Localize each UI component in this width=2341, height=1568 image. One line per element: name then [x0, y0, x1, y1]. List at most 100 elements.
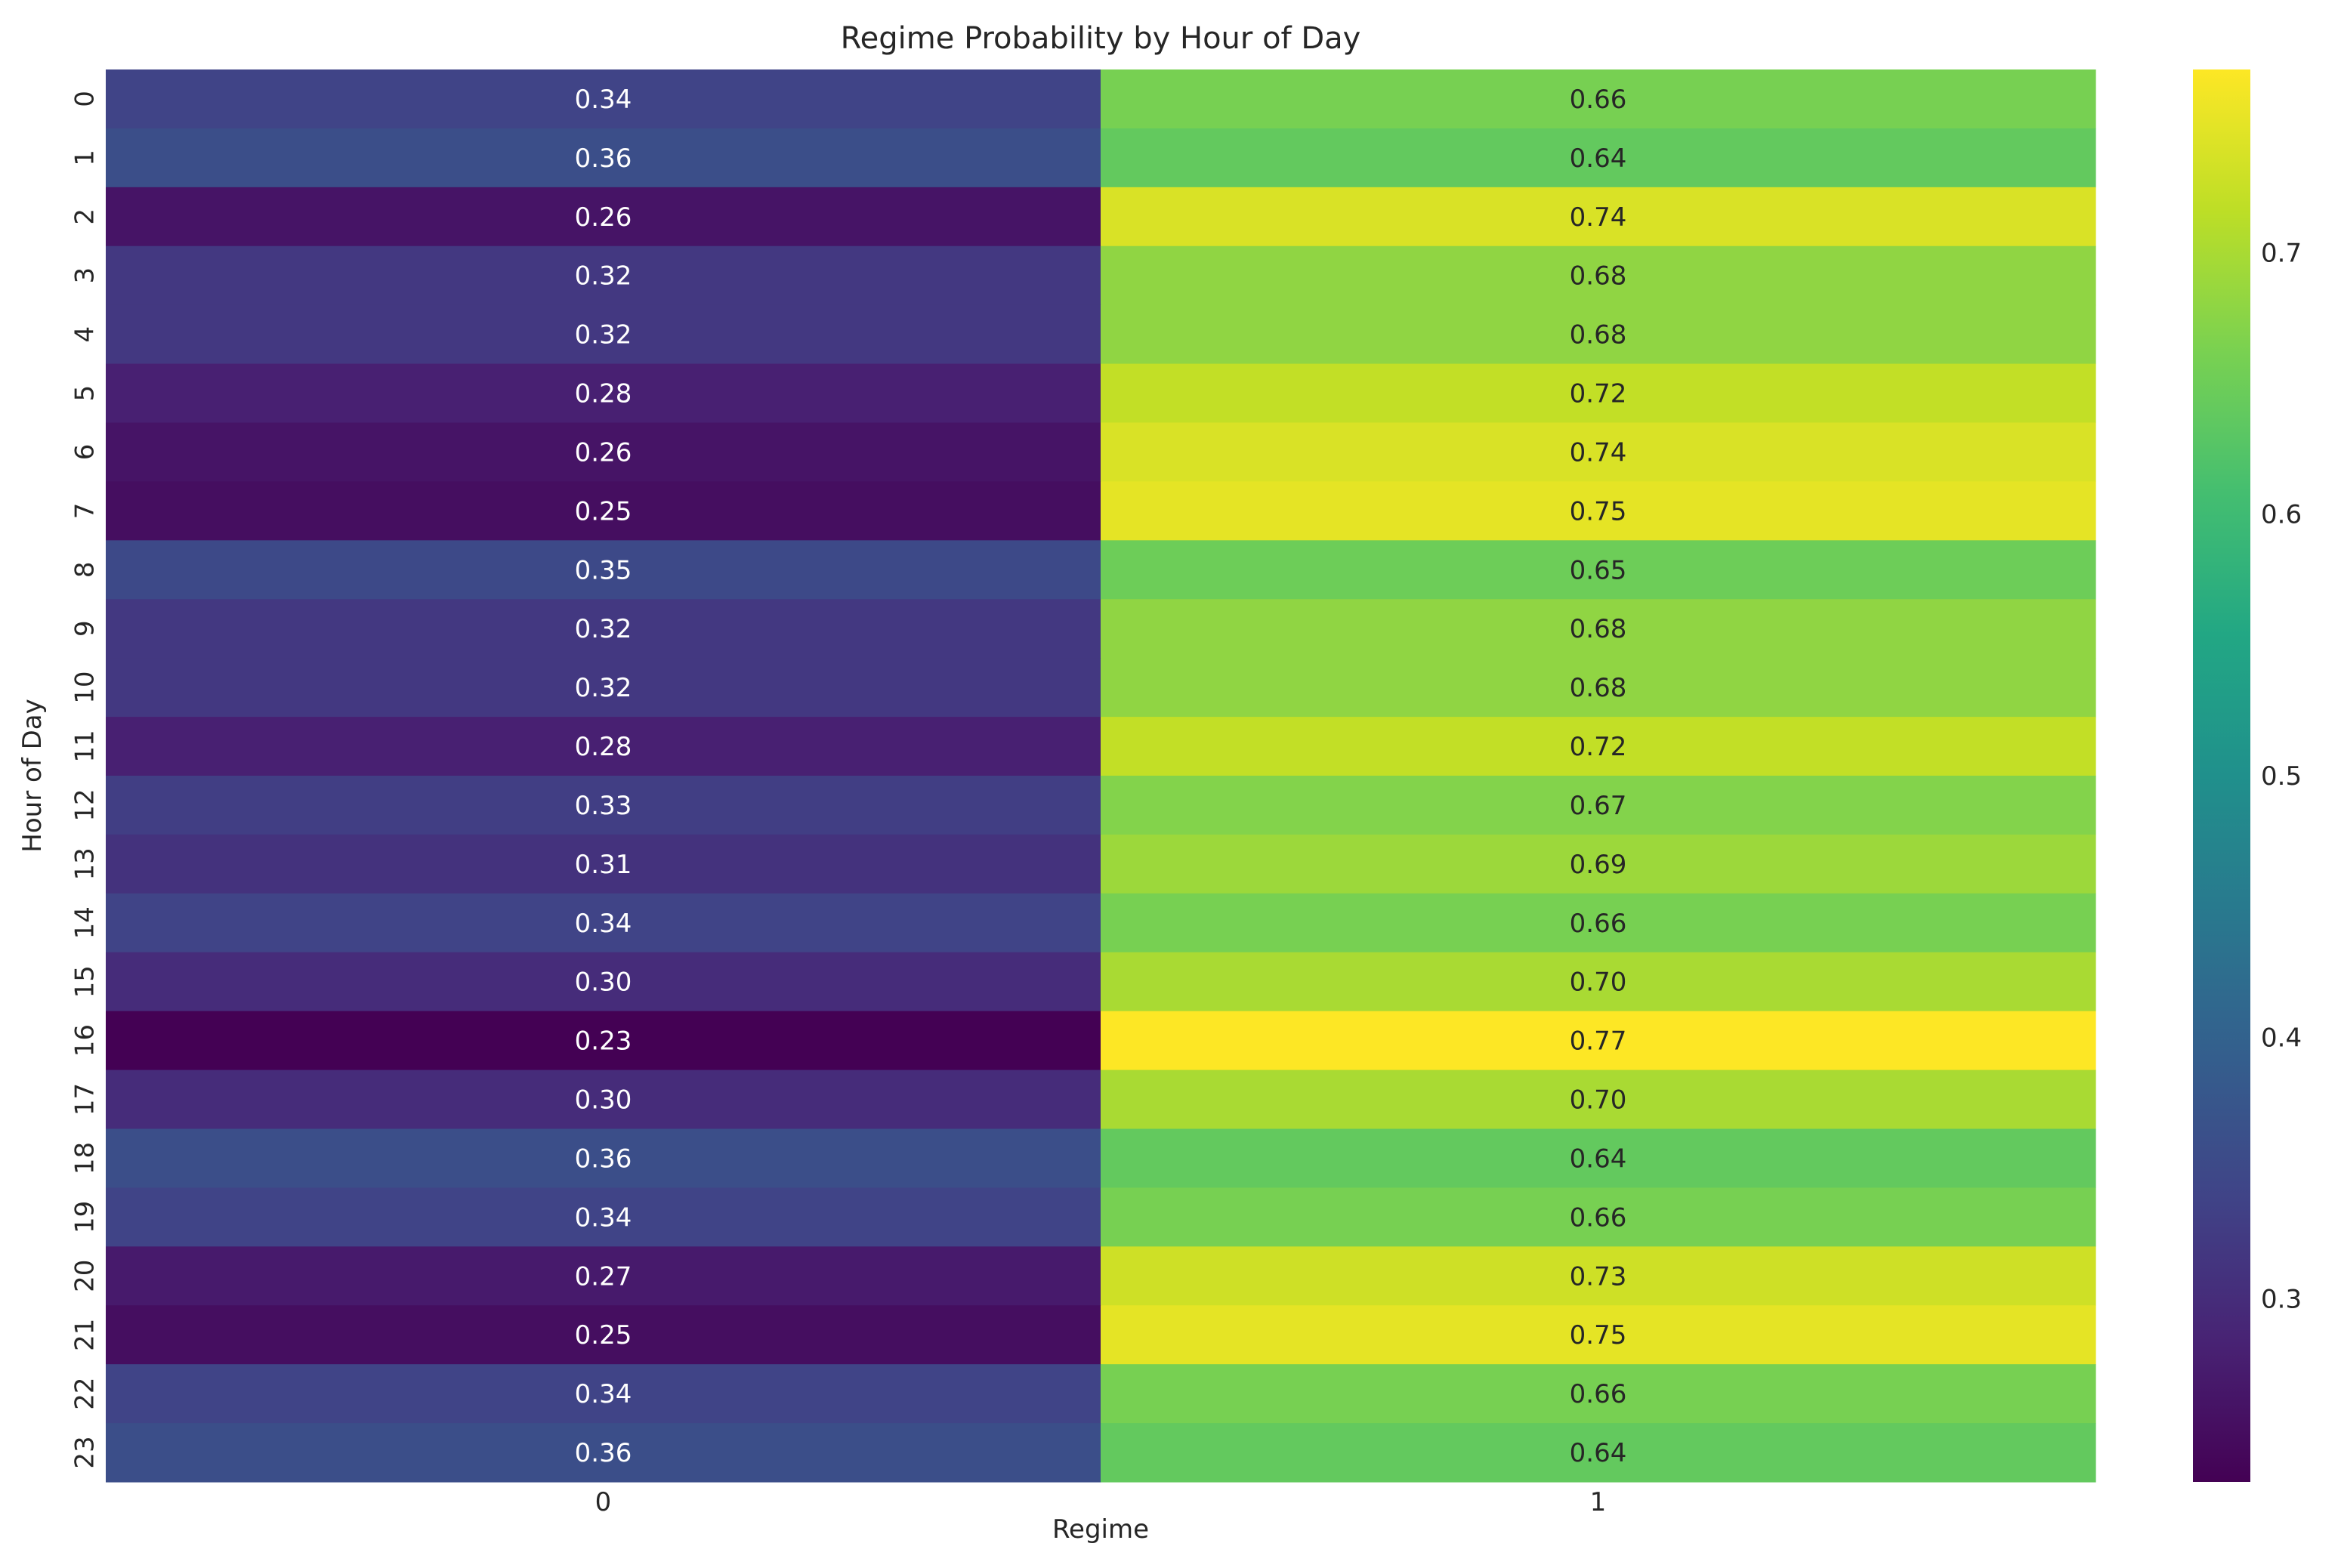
cell-value-label: 0.66 [1570, 909, 1627, 939]
y-tick-label: 17 [70, 1083, 100, 1116]
heatmap-cell [1101, 952, 2096, 1012]
x-tick-label: 0 [595, 1487, 612, 1517]
heatmap-cell [1101, 1305, 2096, 1365]
heatmap-cell [1101, 658, 2096, 718]
heatmap-cell [1101, 69, 2096, 129]
heatmap-cell [1101, 1187, 2096, 1247]
colorbar-tick-label: 0.3 [2261, 1285, 2302, 1315]
heatmap-cell [106, 1187, 1101, 1247]
cell-value-label: 0.73 [1570, 1261, 1627, 1292]
cell-value-label: 0.34 [575, 1379, 632, 1409]
y-tick-label: 12 [70, 789, 100, 821]
y-tick-label: 23 [70, 1436, 100, 1468]
cell-value-label: 0.32 [575, 320, 632, 350]
heatmap-cell [106, 422, 1101, 483]
y-tick-label: 19 [70, 1201, 100, 1233]
cell-value-label: 0.23 [575, 1026, 632, 1057]
cell-value-label: 0.28 [575, 732, 632, 762]
heatmap-cell [106, 1128, 1101, 1189]
cell-value-label: 0.70 [1570, 1085, 1627, 1116]
cell-value-label: 0.70 [1570, 968, 1627, 998]
cell-value-label: 0.33 [575, 791, 632, 821]
x-axis-label: Regime [1052, 1514, 1149, 1545]
y-tick-label: 3 [70, 267, 100, 284]
colorbar-tick-label: 0.4 [2261, 1023, 2302, 1053]
heatmap-cell [1101, 717, 2096, 776]
heatmap-cell [1101, 1011, 2096, 1071]
heatmap-cell [1101, 187, 2096, 247]
heatmap-cell [106, 128, 1101, 188]
cell-value-label: 0.34 [575, 909, 632, 939]
y-tick-label: 2 [70, 208, 100, 225]
cell-value-label: 0.31 [575, 850, 632, 880]
heatmap-cell [1101, 245, 2096, 306]
heatmap-cell [1101, 1423, 2096, 1483]
y-tick-label: 4 [70, 326, 100, 343]
cell-value-label: 0.35 [575, 555, 632, 585]
heatmap-cell [106, 776, 1101, 835]
cell-value-label: 0.64 [1570, 1144, 1627, 1174]
cell-value-label: 0.75 [1570, 1320, 1627, 1350]
cell-value-label: 0.68 [1570, 673, 1627, 703]
y-tick-label: 8 [70, 561, 100, 578]
cell-value-label: 0.69 [1570, 850, 1627, 880]
colorbar-tick-label: 0.6 [2261, 500, 2302, 530]
heatmap-cell [106, 187, 1101, 247]
y-tick-label: 13 [70, 847, 100, 880]
cell-value-label: 0.32 [575, 261, 632, 292]
y-tick-label: 21 [70, 1319, 100, 1351]
heatmap-cell [106, 1246, 1101, 1306]
y-tick-label: 5 [70, 385, 100, 402]
heatmap-cell [106, 834, 1101, 894]
chart-title: Regime Probability by Hour of Day [841, 21, 1361, 56]
cell-value-label: 0.75 [1570, 496, 1627, 526]
cell-value-label: 0.64 [1570, 144, 1627, 174]
cell-value-label: 0.67 [1570, 791, 1627, 821]
heatmap-cell [106, 363, 1101, 424]
cell-value-label: 0.68 [1570, 320, 1627, 350]
y-tick-label: 7 [70, 503, 100, 520]
cell-value-label: 0.30 [575, 1085, 632, 1116]
heatmap-cell [106, 1423, 1101, 1483]
heatmap-cell [106, 1305, 1101, 1365]
cell-value-label: 0.77 [1570, 1026, 1627, 1057]
cell-value-label: 0.74 [1570, 437, 1627, 468]
y-tick-label: 11 [70, 730, 100, 762]
heatmap-cell [1101, 1364, 2096, 1424]
heatmap-cell [106, 717, 1101, 776]
y-tick-label: 20 [70, 1260, 100, 1292]
y-tick-label: 14 [70, 906, 100, 939]
y-tick-label: 18 [70, 1142, 100, 1174]
heatmap-cell [106, 1364, 1101, 1424]
heatmap-cell [106, 481, 1101, 541]
heatmap-cell [1101, 422, 2096, 483]
heatmap-cell [1101, 599, 2096, 659]
cell-value-label: 0.66 [1570, 1379, 1627, 1409]
heatmap-cell [106, 304, 1101, 365]
cell-value-label: 0.72 [1570, 379, 1627, 409]
cell-value-label: 0.30 [575, 968, 632, 998]
cell-value-label: 0.26 [575, 202, 632, 233]
heatmap-cell [106, 540, 1101, 600]
cell-value-label: 0.32 [575, 673, 632, 703]
heatmap-cell [106, 1070, 1101, 1130]
heatmap-cell [1101, 481, 2096, 541]
cell-value-label: 0.36 [575, 1438, 632, 1468]
heatmap-cell [1101, 776, 2096, 835]
heatmap-cell [106, 658, 1101, 718]
heatmap-cell [1101, 304, 2096, 365]
heatmap-cell [106, 1011, 1101, 1071]
heatmap-cell [1101, 1246, 2096, 1306]
y-axis-label: Hour of Day [17, 699, 48, 852]
heatmap-cell [1101, 363, 2096, 424]
heatmap-cell [1101, 893, 2096, 953]
y-tick-label: 22 [70, 1377, 100, 1409]
y-tick-label: 1 [70, 150, 100, 166]
cell-value-label: 0.68 [1570, 261, 1627, 292]
x-tick-label: 1 [1590, 1487, 1607, 1517]
cell-value-label: 0.28 [575, 379, 632, 409]
cell-value-label: 0.64 [1570, 1438, 1627, 1468]
heatmap-cell [106, 245, 1101, 306]
